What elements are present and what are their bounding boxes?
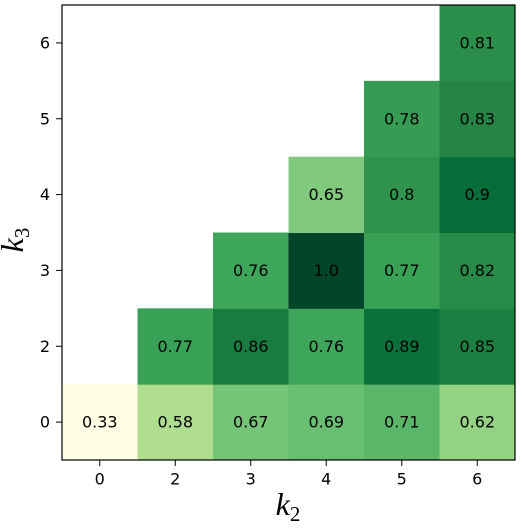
cell-label: 0.65: [308, 185, 344, 204]
cell-label: 0.67: [233, 413, 269, 432]
y-tick-label: 4: [40, 185, 50, 204]
cell-label: 0.58: [157, 413, 193, 432]
heatmap-cell: [364, 232, 440, 309]
cell-label: 0.69: [308, 413, 344, 432]
cell-label: 0.76: [308, 337, 344, 356]
x-tick-label: 4: [321, 470, 331, 489]
heatmap-cell: [213, 308, 289, 385]
cell-label: 0.83: [459, 109, 495, 128]
x-tick-label: 2: [170, 470, 180, 489]
cell-label: 0.81: [459, 33, 495, 52]
x-tick-label: 6: [472, 470, 482, 489]
heatmap-cell: [439, 308, 516, 385]
cell-label: 0.8: [389, 185, 414, 204]
y-label-sub: 3: [10, 228, 34, 239]
cell-label: 0.76: [233, 261, 269, 280]
heatmap-cell: [137, 308, 214, 385]
heatmap-cell: [364, 80, 440, 158]
heatmap-cell: [213, 232, 289, 309]
cell-label: 0.78: [384, 109, 420, 128]
y-axis-label: k3: [0, 228, 34, 253]
heatmap-cell: [62, 384, 138, 461]
heatmap-cell: [364, 308, 440, 385]
heatmap-cell: [439, 156, 516, 233]
heatmap-cell: [137, 384, 214, 461]
cell-label: 0.89: [384, 337, 420, 356]
x-tick-label: 5: [397, 470, 407, 489]
y-tick-label: 2: [40, 337, 50, 356]
heatmap-cell: [288, 156, 365, 233]
cell-label: 0.62: [459, 413, 495, 432]
heatmap-cell: [439, 80, 516, 158]
x-tick-label: 0: [95, 470, 105, 489]
x-label-sub: 2: [290, 502, 301, 526]
cell-label: 0.33: [82, 413, 118, 432]
heatmap-cell: [364, 156, 440, 233]
y-tick-label: 3: [40, 261, 50, 280]
cell-label: 0.82: [459, 261, 495, 280]
y-tick-label: 0: [40, 413, 50, 432]
heatmap-cell: [439, 384, 516, 461]
x-axis-label: k2: [276, 486, 301, 525]
x-label-base: k: [276, 486, 291, 522]
heatmap-cell: [288, 384, 365, 461]
heatmap-cell: [439, 232, 516, 309]
heatmap-cell: [364, 384, 440, 461]
plot-frame: [61, 4, 516, 461]
cell-label: 0.71: [384, 413, 420, 432]
y-label-base: k: [0, 237, 30, 252]
cell-label: 0.86: [233, 337, 269, 356]
cell-label: 1.0: [314, 261, 339, 280]
heatmap-cell: [439, 5, 516, 82]
heatmap-cell: [288, 308, 365, 385]
y-tick-label: 5: [40, 109, 50, 128]
x-tick-label: 3: [246, 470, 256, 489]
heatmap-cell: [213, 384, 289, 461]
cell-label: 0.85: [459, 337, 495, 356]
y-tick-label: 6: [40, 33, 50, 52]
heatmap-cell: [288, 232, 365, 309]
cell-label: 0.77: [157, 337, 193, 356]
cell-label: 0.77: [384, 261, 420, 280]
cell-label: 0.9: [465, 185, 490, 204]
